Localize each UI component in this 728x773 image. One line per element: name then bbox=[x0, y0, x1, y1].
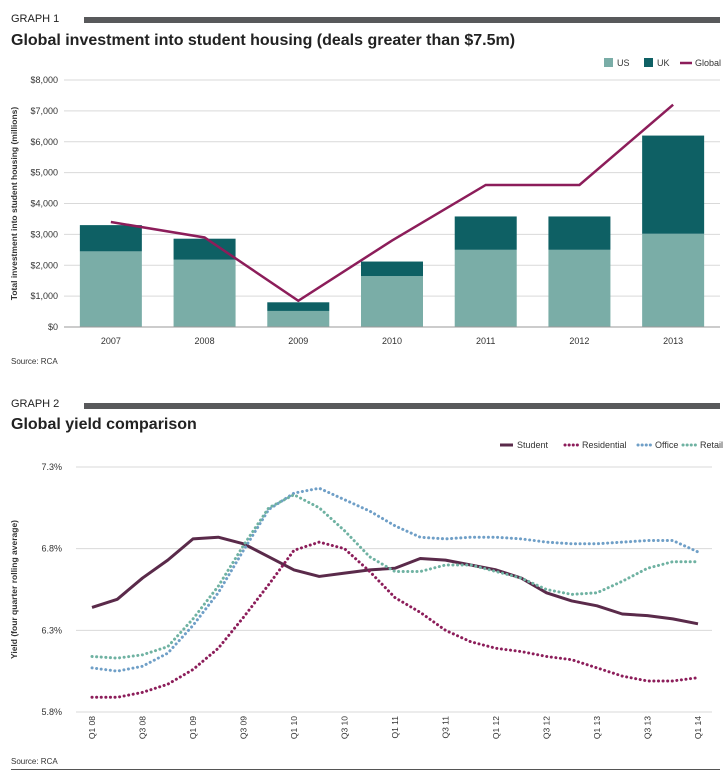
x-tick-label: Q1 10 bbox=[289, 716, 299, 739]
bar-us-2009 bbox=[267, 310, 330, 327]
series-line-student bbox=[91, 535, 699, 626]
bar-us-2010 bbox=[361, 276, 423, 327]
x-tick-label: 2013 bbox=[663, 336, 683, 346]
x-tick-label: Q1 09 bbox=[188, 716, 198, 739]
legend-label-office: Office bbox=[655, 440, 678, 450]
graph1-source: Source: RCA bbox=[11, 357, 58, 366]
y-tick-label: 5.8% bbox=[41, 707, 62, 717]
x-tick-label: Q1 14 bbox=[693, 716, 703, 739]
legend-label-residential: Residential bbox=[582, 440, 627, 450]
graph1-label: GRAPH 1 bbox=[11, 13, 60, 25]
y-tick-label: $8,000 bbox=[30, 75, 58, 85]
x-tick-label: 2011 bbox=[476, 336, 495, 346]
x-tick-label: Q3 08 bbox=[138, 716, 148, 739]
x-tick-label: Q3 11 bbox=[441, 716, 451, 739]
y-tick-label: $5,000 bbox=[30, 168, 58, 178]
legend-label-retail: Retail bbox=[700, 440, 723, 450]
bar-uk-2007 bbox=[79, 225, 142, 252]
x-tick-label: Q1 08 bbox=[87, 716, 97, 739]
x-tick-label: Q3 12 bbox=[542, 716, 552, 739]
graph2-header-rule bbox=[84, 403, 720, 409]
x-tick-label: 2007 bbox=[101, 336, 121, 346]
bar-us-2013 bbox=[642, 233, 705, 327]
y-tick-label: 7.3% bbox=[41, 462, 62, 472]
series-line-office bbox=[90, 486, 700, 673]
y-tick-label: $1,000 bbox=[30, 291, 58, 301]
bar-uk-2011 bbox=[454, 216, 517, 250]
y-tick-label: $3,000 bbox=[30, 229, 58, 239]
x-tick-label: 2009 bbox=[288, 336, 308, 346]
legend-label-us: US bbox=[617, 58, 630, 68]
x-tick-label: Q1 12 bbox=[491, 716, 501, 739]
x-tick-label: Q3 09 bbox=[239, 716, 249, 739]
x-tick-label: 2008 bbox=[195, 336, 215, 346]
x-tick-label: Q1 13 bbox=[592, 716, 602, 739]
y-tick-label: $2,000 bbox=[30, 260, 58, 270]
bar-us-2008 bbox=[173, 259, 236, 327]
x-tick-label: 2012 bbox=[569, 336, 589, 346]
bar-uk-2008 bbox=[173, 238, 236, 260]
series-line-global bbox=[110, 103, 674, 303]
bar-uk-2013 bbox=[642, 135, 705, 234]
legend-label-global: Global bbox=[695, 58, 721, 68]
y-tick-label: $6,000 bbox=[30, 137, 58, 147]
y-tick-label: 6.8% bbox=[41, 544, 62, 554]
x-tick-label: Q3 10 bbox=[340, 716, 350, 739]
x-tick-label: Q3 13 bbox=[643, 716, 653, 739]
y-axis-title: Total investment into student housing (m… bbox=[9, 107, 19, 301]
y-tick-label: 6.3% bbox=[41, 625, 62, 635]
graph2-title: Global yield comparison bbox=[11, 416, 197, 433]
graph1-header-rule bbox=[84, 17, 720, 23]
graph2-source: Source: RCA bbox=[11, 757, 58, 766]
bar-us-2011 bbox=[454, 249, 517, 327]
yield-chart: 5.8% 6.3% 6.8% 7.3% Yield (four quarter roll… bbox=[9, 440, 723, 739]
bar-us-2007 bbox=[79, 251, 142, 327]
legend-swatch-us bbox=[604, 58, 613, 67]
series-line-retail bbox=[90, 493, 700, 660]
graph2-label: GRAPH 2 bbox=[11, 398, 60, 410]
y-tick-label: $0 bbox=[48, 322, 58, 332]
x-tick-label: 2010 bbox=[382, 336, 402, 346]
y-tick-label: $4,000 bbox=[30, 199, 58, 209]
graph1-title: Global investment into student housing (… bbox=[11, 32, 516, 49]
legend-swatch-uk bbox=[644, 58, 653, 67]
y-axis-title: Yield (four quarter rolling average) bbox=[9, 520, 19, 659]
bar-uk-2009 bbox=[267, 302, 330, 311]
series-line-residential bbox=[90, 540, 700, 699]
y-tick-label: $7,000 bbox=[30, 106, 58, 116]
legend-label-student: Student bbox=[517, 440, 549, 450]
legend-label-uk: UK bbox=[657, 58, 670, 68]
bar-uk-2012 bbox=[548, 216, 611, 250]
bar-uk-2010 bbox=[361, 261, 423, 277]
investment-chart: $0 $1,000 $2,000 $3,000 $4,000 $5,000 $6,000 $7… bbox=[9, 58, 721, 346]
x-tick-label: Q1 11 bbox=[390, 716, 400, 739]
bottom-rule bbox=[11, 769, 720, 770]
bar-us-2012 bbox=[548, 249, 611, 327]
